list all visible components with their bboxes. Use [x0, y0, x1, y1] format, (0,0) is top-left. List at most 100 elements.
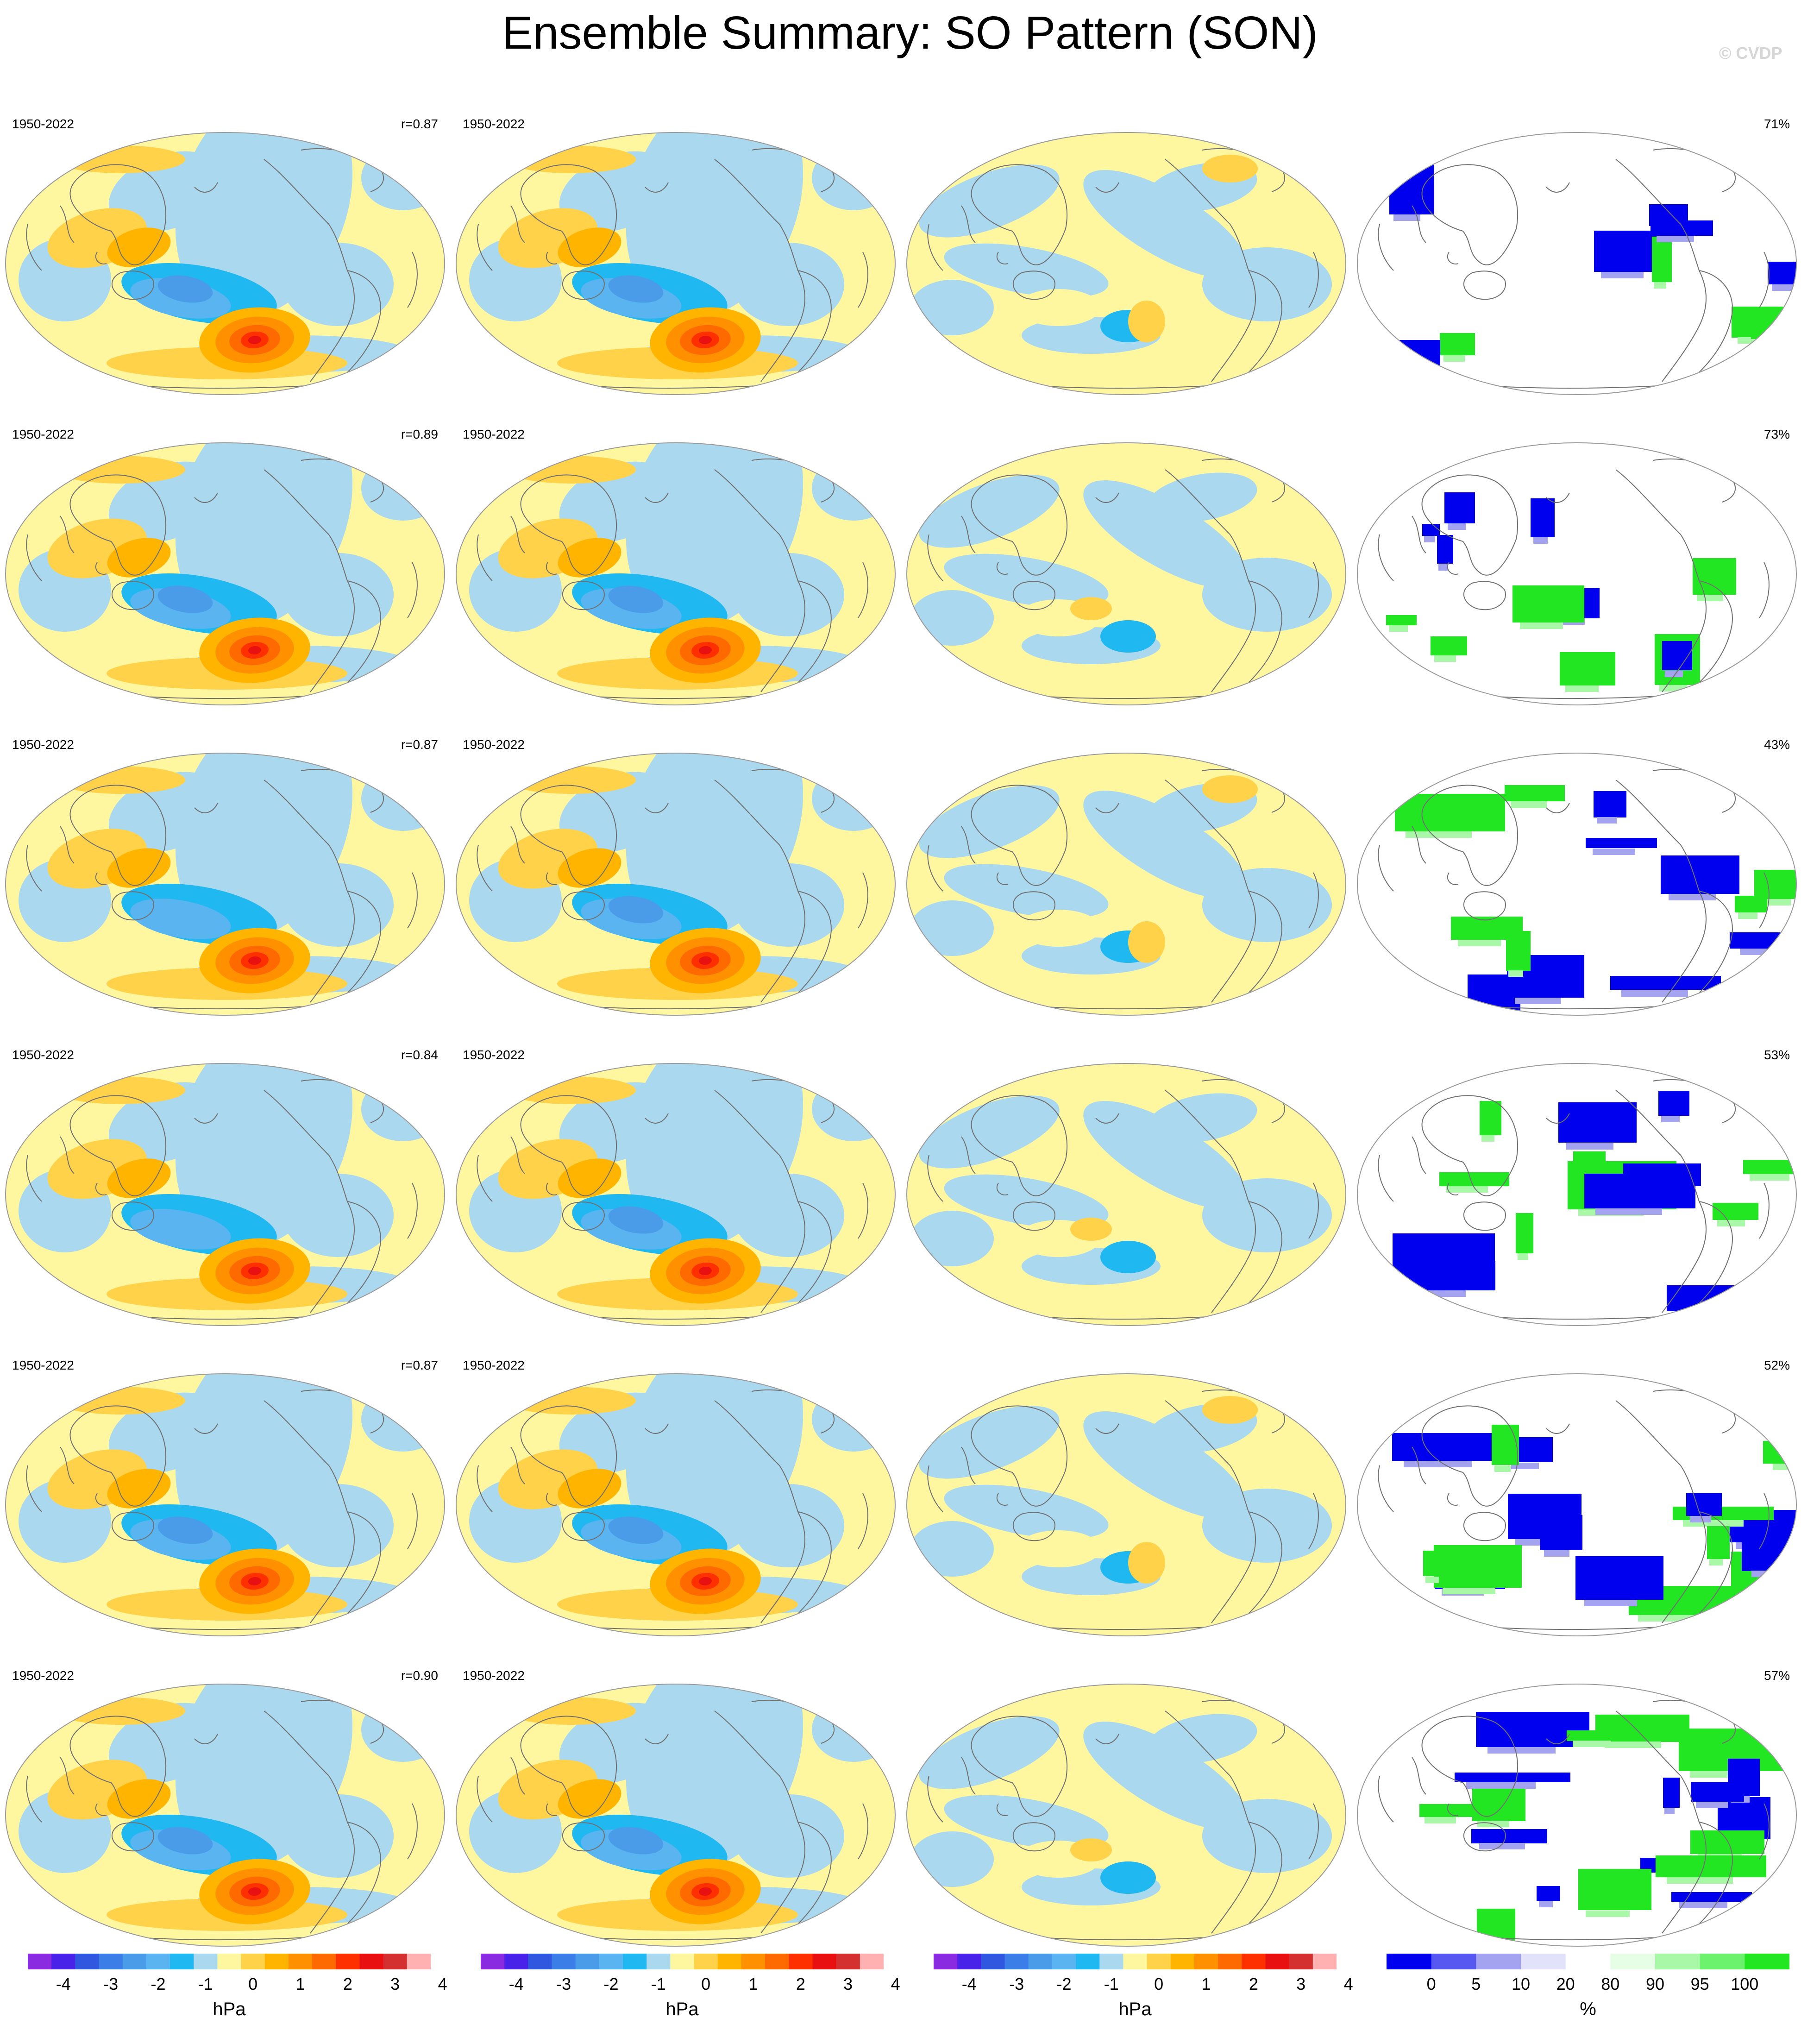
coastline-3	[1165, 1090, 1256, 1313]
coastline-3	[1615, 1090, 1707, 1313]
contour-region-7	[1100, 1861, 1156, 1894]
contour-region-17	[699, 1266, 712, 1276]
coastline-10	[510, 1757, 525, 1795]
coastline-3	[264, 159, 355, 382]
coastline-1	[562, 1201, 605, 1231]
contour-region-2	[1083, 791, 1247, 899]
coastline-7	[407, 1803, 418, 1860]
coastline-10	[961, 826, 976, 864]
colorbar-swatch-8	[670, 1954, 695, 1969]
colorbar-swatch-5	[599, 1954, 623, 1969]
map-panel: 1950-2022 r=0.87	[5, 1334, 446, 1636]
rank-cell-12	[1396, 1261, 1495, 1290]
coastline-0	[1421, 785, 1518, 886]
coastline-1	[1012, 270, 1055, 300]
rank-cell-1	[1754, 870, 1796, 899]
contour-region-5	[1147, 1093, 1257, 1143]
rank-cell-edge-8	[1697, 595, 1723, 601]
colorbar-swatch-7	[646, 1954, 671, 1969]
coastline-6	[1378, 1775, 1394, 1823]
rank-cell-edge-3	[1393, 214, 1420, 221]
figure-title: Ensemble Summary: SO Pattern (SON)	[502, 7, 1318, 59]
contour-region-3	[1202, 1799, 1332, 1873]
coastline-4	[347, 891, 381, 993]
rank-cell-edge-0	[1533, 537, 1548, 544]
coastline-1	[111, 891, 154, 921]
contour-region-8	[506, 456, 636, 484]
coastline-2	[546, 1493, 558, 1506]
coastline-3	[1165, 780, 1256, 1003]
contour-region-6	[910, 590, 994, 646]
contour-region-12	[608, 1827, 664, 1855]
coastline-1	[1463, 1512, 1506, 1541]
colorbar-tick-label: 4	[1343, 1974, 1353, 1993]
coastline-9	[645, 1113, 669, 1124]
colorbar-tick-label: -4	[961, 1974, 977, 1993]
rank-cell-edge-0	[1601, 272, 1644, 278]
contour-region-2	[282, 863, 394, 947]
contour-region-4	[361, 1076, 445, 1141]
coastline-4	[1248, 891, 1282, 993]
coastline-1	[111, 581, 154, 610]
coastline-9	[1546, 803, 1570, 813]
coastline-4	[797, 891, 832, 993]
contour-region-8	[506, 766, 636, 794]
coastline-10	[60, 1446, 75, 1484]
colorbar-tick-label: 10	[1511, 1974, 1531, 1993]
rank-cell-11	[1662, 641, 1692, 670]
map-panel: 52%	[1356, 1334, 1797, 1636]
rank-cell-edge-1	[1404, 1461, 1472, 1467]
coastline-7	[1308, 1182, 1319, 1239]
colorbar-swatch-4	[122, 1954, 147, 1969]
map-border	[1357, 753, 1797, 1016]
robinson-map	[456, 1063, 896, 1326]
colorbar-swatch-1	[1431, 1954, 1476, 1969]
coastline-6	[26, 1465, 42, 1512]
rank-cell-9	[1451, 917, 1523, 940]
coastline-3	[1165, 159, 1256, 382]
contour-region-9	[1128, 1542, 1165, 1584]
colorbar-swatch-0	[934, 1954, 958, 1969]
contour-region-10	[1202, 155, 1258, 182]
contour-region-2	[733, 1484, 844, 1567]
contour-region-3	[1202, 1489, 1332, 1563]
colorbar-tick-label: -1	[198, 1974, 213, 1993]
coastline-2	[95, 1493, 107, 1506]
colorbar-swatch-2	[981, 1954, 1005, 1969]
map-panel: 1950-2022	[455, 713, 896, 1016]
coastline-9	[1546, 1113, 1570, 1124]
coastline-10	[1412, 205, 1426, 243]
coastline-4	[1248, 270, 1282, 373]
colorbar-swatch-5	[1610, 1954, 1656, 1969]
colorbar-swatch-10	[1170, 1954, 1195, 1969]
contour-region-2	[733, 243, 844, 326]
contour-region-2	[1083, 1722, 1247, 1830]
coastline-2	[95, 872, 107, 885]
colorbar-unit-label: hPa	[1118, 1999, 1152, 2019]
rank-cell-10	[1671, 1892, 1752, 1902]
rank-cell-edge-14	[1717, 1220, 1745, 1226]
colorbar-swatch-0	[1387, 1954, 1432, 1969]
robinson-map	[5, 1063, 445, 1326]
coastline-10	[1412, 1757, 1426, 1795]
coastline-2	[1447, 1182, 1459, 1195]
robinson-map	[1357, 442, 1797, 705]
map-panel	[906, 1644, 1347, 1947]
coastline-7	[858, 562, 868, 618]
coastline-3	[264, 1090, 355, 1313]
robinson-map	[456, 1684, 896, 1947]
rank-cell-13	[1575, 1556, 1663, 1600]
contour-region-6	[910, 1521, 994, 1577]
map-panel: 1950-2022 r=0.87	[5, 713, 446, 1016]
contour-region-4	[812, 145, 895, 210]
map-border	[906, 1373, 1346, 1636]
coastline-3	[1615, 159, 1707, 382]
rank-cell-18	[1691, 1782, 1744, 1802]
coastline-9	[194, 492, 218, 503]
rank-cell-edge-11	[1466, 1782, 1536, 1789]
coastline-2	[996, 872, 1008, 885]
coastline-7	[1759, 1803, 1770, 1860]
colorbar-swatch-9	[241, 1954, 265, 1969]
contour-region-2	[1083, 170, 1247, 278]
rank-cell-edge-10	[1679, 1902, 1727, 1908]
